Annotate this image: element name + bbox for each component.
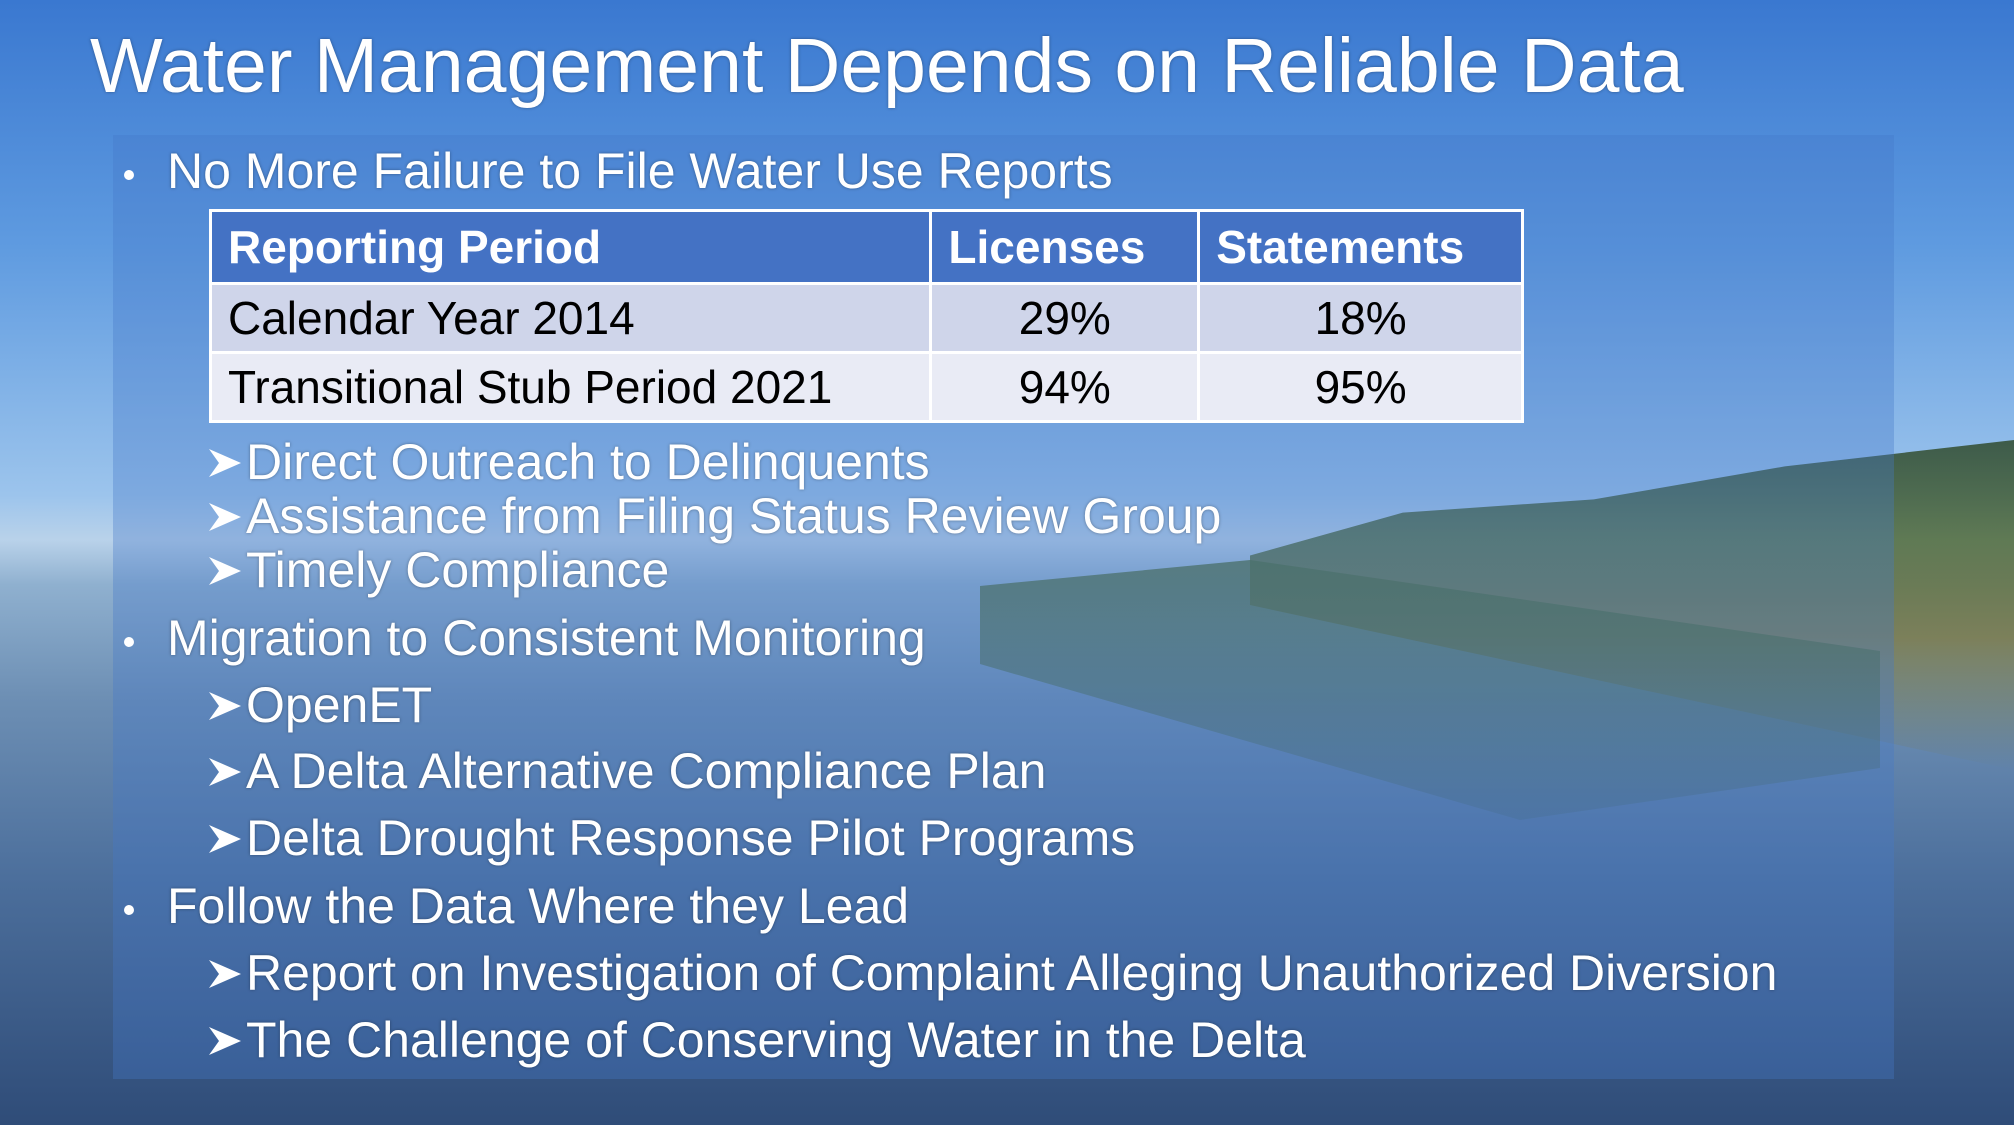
arrow-icon bbox=[209, 758, 241, 786]
arrow-icon bbox=[209, 825, 241, 853]
sub-bullet-text: Delta Drought Response Pilot Programs bbox=[246, 810, 1136, 866]
arrow-icon bbox=[209, 1027, 241, 1055]
bullet-dot bbox=[124, 637, 134, 647]
arrow-icon bbox=[209, 960, 241, 988]
table-cell: 29% bbox=[929, 282, 1201, 354]
table-cell: 18% bbox=[1197, 282, 1524, 354]
table-cell: 95% bbox=[1197, 351, 1524, 423]
table-cell: Calendar Year 2014 bbox=[208, 282, 933, 354]
bullet-text: Migration to Consistent Monitoring bbox=[167, 610, 926, 666]
table-row: Calendar Year 2014 29% 18% bbox=[208, 282, 1524, 354]
bullet-dot bbox=[124, 905, 134, 915]
table-cell: 94% bbox=[929, 351, 1201, 423]
bullet-text: No More Failure to File Water Use Report… bbox=[167, 143, 1113, 199]
sub-bullet-text: Assistance from Filing Status Review Gro… bbox=[246, 488, 1222, 544]
header-cell: Statements bbox=[1197, 209, 1524, 285]
bullet-dot bbox=[124, 170, 134, 180]
header-cell: Licenses bbox=[929, 209, 1201, 285]
table-cell: Transitional Stub Period 2021 bbox=[208, 351, 933, 423]
arrow-icon bbox=[209, 503, 241, 531]
table-row: Transitional Stub Period 2021 94% 95% bbox=[208, 351, 1524, 423]
sub-bullet-text: Timely Compliance bbox=[246, 542, 670, 598]
arrow-icon bbox=[209, 449, 241, 477]
bullet-text: Follow the Data Where they Lead bbox=[167, 878, 910, 934]
sub-bullet-text: Report on Investigation of Complaint All… bbox=[246, 945, 1778, 1001]
sub-bullet-text: The Challenge of Conserving Water in the… bbox=[246, 1012, 1306, 1068]
arrow-icon bbox=[209, 692, 241, 720]
sub-bullet-text: Direct Outreach to Delinquents bbox=[246, 434, 930, 490]
table: Reporting Period Licenses Statements Calend… bbox=[208, 209, 1524, 423]
header-row: Reporting Period Licenses Statements bbox=[208, 209, 1524, 285]
header-cell: Reporting Period bbox=[208, 209, 933, 285]
sub-bullet-text: A Delta Alternative Compliance Plan bbox=[246, 743, 1047, 799]
title: Water Management Depends on Reliable Dat… bbox=[90, 23, 1684, 109]
sub-bullet-text: OpenET bbox=[246, 677, 433, 733]
arrow-icon bbox=[209, 557, 241, 585]
